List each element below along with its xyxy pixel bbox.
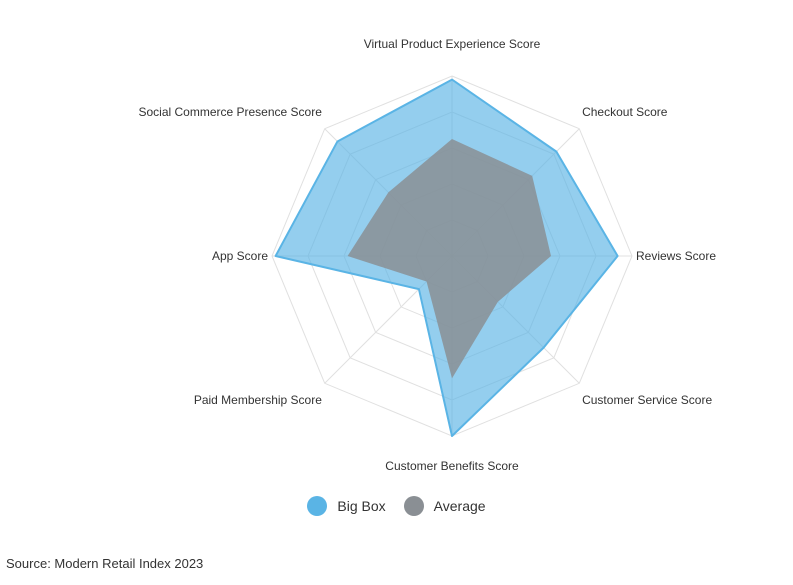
axis-labels: Virtual Product Experience Score Checkout… [138, 37, 716, 473]
series-area-average[interactable] [347, 139, 551, 379]
axis-label-checkout-score: Checkout Score [582, 105, 668, 119]
radar-series [274, 78, 619, 437]
axis-label-paid-membership-score: Paid Membership Score [194, 393, 322, 407]
axis-label-social-commerce-presence-score: Social Commerce Presence Score [138, 105, 322, 119]
radar-chart: Virtual Product Experience Score Checkout… [138, 37, 716, 473]
legend-swatch-big-box [307, 496, 328, 516]
axis-label-virtual-product-experience-score: Virtual Product Experience Score [364, 37, 541, 51]
legend-label-big-box: Big Box [337, 498, 386, 514]
axis-label-app-score: App Score [212, 249, 268, 263]
axis-label-reviews-score: Reviews Score [636, 249, 716, 263]
axis-label-customer-benefits-score: Customer Benefits Score [385, 459, 519, 473]
source-note: Source: Modern Retail Index 2023 [6, 556, 204, 571]
legend-label-average: Average [433, 498, 486, 514]
legend-item-average[interactable]: Average [403, 496, 486, 516]
axis-label-customer-service-score: Customer Service Score [582, 393, 712, 407]
legend-swatch-average [403, 496, 424, 516]
legend-item-big-box[interactable]: Big Box [307, 496, 386, 516]
legend: Big Box Average [0, 496, 793, 516]
